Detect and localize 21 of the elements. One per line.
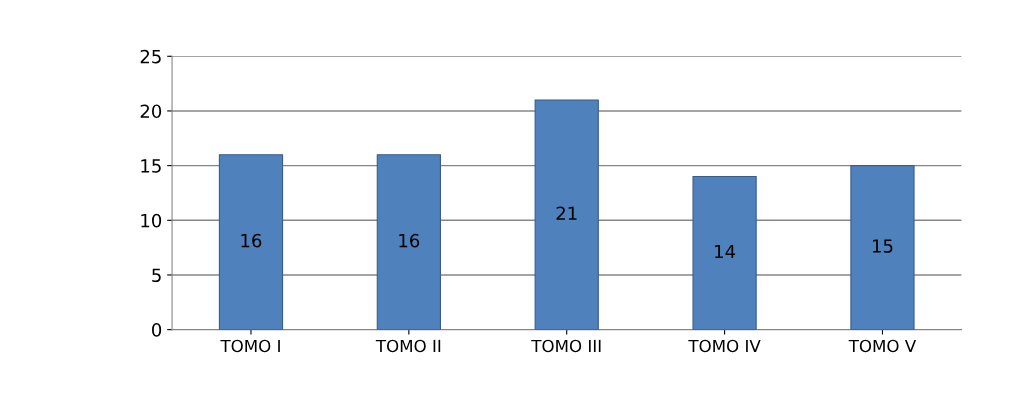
bar	[534, 99, 599, 330]
data-label: 15	[872, 239, 893, 253]
y-tick-label: 20	[140, 104, 162, 119]
y-tick-label: 0	[152, 323, 162, 337]
data-label: 14	[715, 244, 736, 259]
y-tick-label: 15	[141, 159, 161, 173]
x-tick-label: TOMO V	[848, 339, 917, 353]
x-tick-label: TOMO III	[531, 339, 601, 353]
x-tick-label: TOMO IV	[688, 339, 761, 353]
y-tick-label: 10	[141, 213, 162, 228]
y-tick-label: 5	[152, 268, 161, 283]
x-tick-label: TOMO II	[375, 339, 441, 353]
bar	[692, 176, 757, 330]
bar	[376, 154, 441, 330]
data-label: 16	[399, 233, 420, 248]
x-tick-label: TOMO I	[220, 339, 280, 353]
bar	[850, 165, 915, 330]
bar	[218, 154, 284, 330]
y-tick-label: 25	[140, 49, 161, 64]
data-label: 16	[241, 233, 262, 248]
data-label: 21	[556, 206, 577, 220]
